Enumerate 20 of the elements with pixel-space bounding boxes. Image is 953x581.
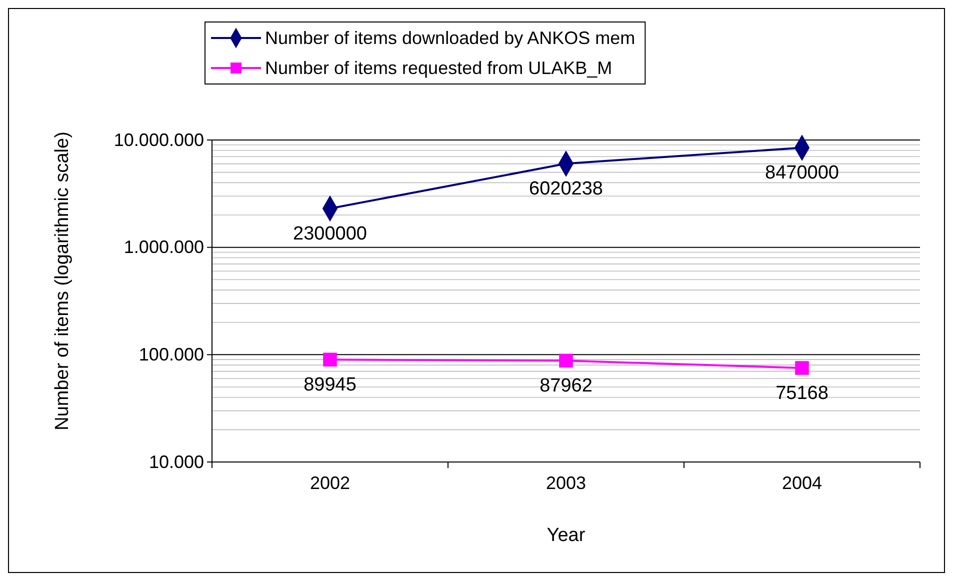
y-tick-label: 10.000.000 [114, 130, 204, 150]
legend-label: Number of items downloaded by ANKOS mem [265, 28, 636, 48]
point [323, 352, 337, 366]
x-axis-title: Year [546, 525, 586, 546]
data-label: 6020238 [529, 178, 603, 200]
data-label: 87962 [540, 376, 592, 397]
data-label: 89945 [304, 374, 356, 396]
y-axis-title: Number of items (logarithmic scale) [52, 132, 73, 430]
data-label: 8470000 [765, 162, 839, 184]
x-tick-label: 2002 [310, 472, 350, 493]
y-tick-label: 10.000 [148, 452, 204, 472]
y-tick-label: 1.000.000 [124, 237, 204, 258]
x-tick-label: 2003 [546, 472, 586, 493]
x-tick-label: 2004 [782, 472, 822, 493]
point [559, 354, 573, 368]
data-label: 2300000 [293, 224, 367, 245]
legend-label: Number of items requested from ULAKB_M [265, 58, 612, 78]
data-label: 75168 [776, 382, 828, 404]
point [795, 361, 809, 375]
y-tick-label: 100.000 [138, 344, 204, 364]
